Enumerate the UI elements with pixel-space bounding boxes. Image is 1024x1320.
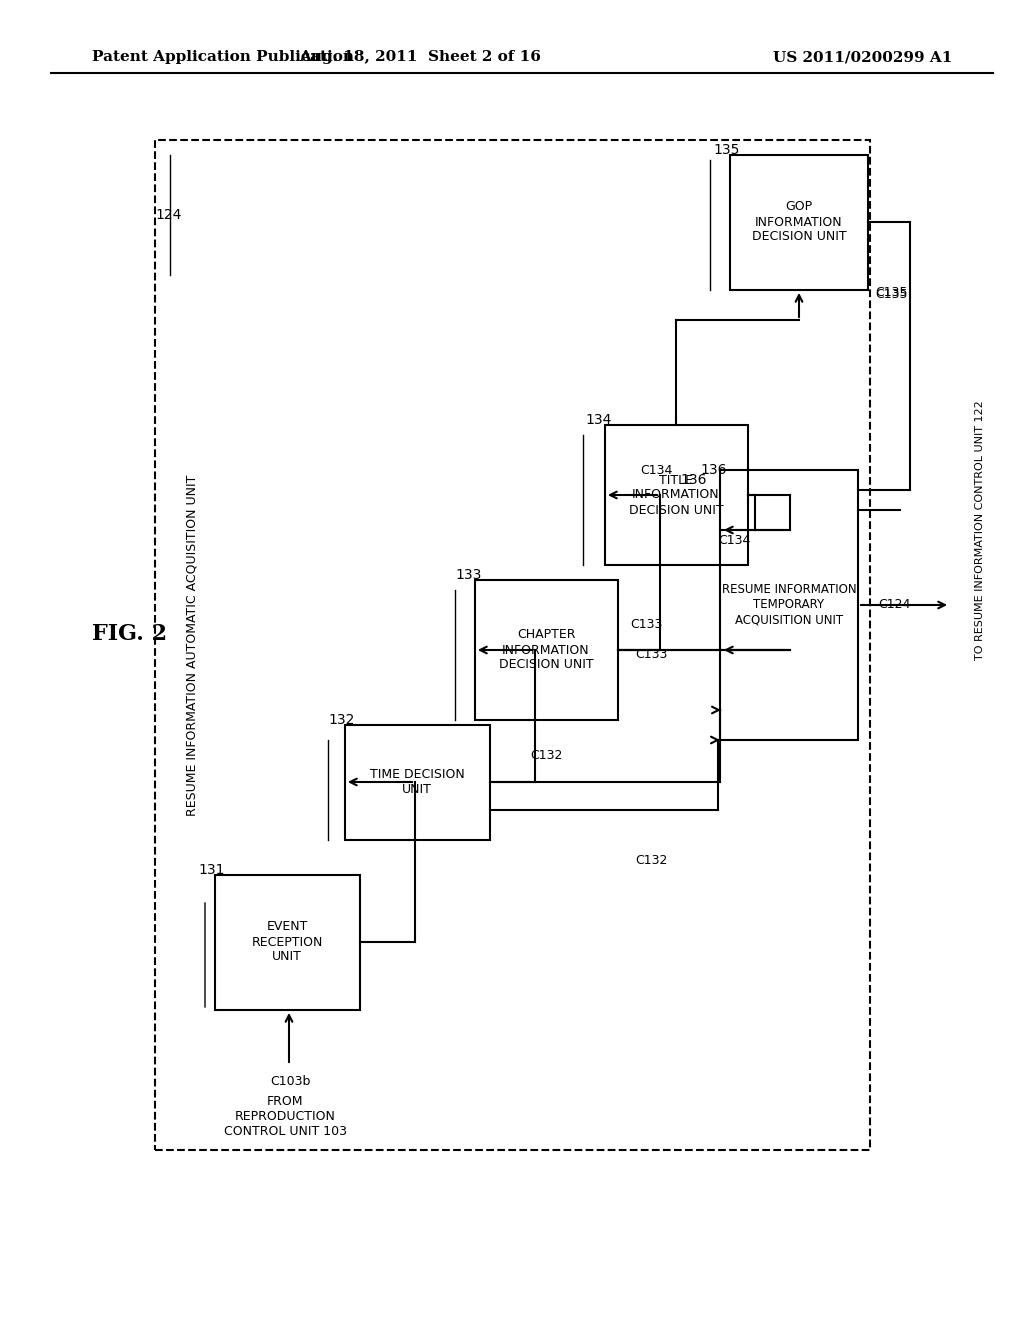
Text: C135: C135 <box>874 285 907 298</box>
Text: C133: C133 <box>630 619 663 631</box>
Text: GOP
INFORMATION
DECISION UNIT: GOP INFORMATION DECISION UNIT <box>752 201 846 243</box>
Text: FIG. 2: FIG. 2 <box>92 623 167 644</box>
Text: 134: 134 <box>585 413 611 426</box>
Text: RESUME INFORMATION
TEMPORARY
ACQUISITION UNIT: RESUME INFORMATION TEMPORARY ACQUISITION… <box>722 583 856 627</box>
Text: C134: C134 <box>640 463 673 477</box>
Text: 135: 135 <box>713 143 739 157</box>
Text: 136: 136 <box>700 463 726 477</box>
Text: 133: 133 <box>455 568 481 582</box>
Text: C134: C134 <box>718 533 751 546</box>
Text: C133: C133 <box>635 648 668 661</box>
Text: Patent Application Publication: Patent Application Publication <box>92 50 354 65</box>
Text: C135: C135 <box>874 289 907 301</box>
Text: Aug. 18, 2011  Sheet 2 of 16: Aug. 18, 2011 Sheet 2 of 16 <box>299 50 541 65</box>
Text: C132: C132 <box>530 748 562 762</box>
Text: C103b: C103b <box>269 1074 310 1088</box>
Text: RESUME INFORMATION AUTOMATIC ACQUISITION UNIT: RESUME INFORMATION AUTOMATIC ACQUISITION… <box>185 474 199 816</box>
Text: TIME DECISION
UNIT: TIME DECISION UNIT <box>370 768 464 796</box>
Text: CHAPTER
INFORMATION
DECISION UNIT: CHAPTER INFORMATION DECISION UNIT <box>499 628 593 672</box>
Text: 124: 124 <box>155 209 181 222</box>
Text: C124: C124 <box>878 598 910 611</box>
Text: US 2011/0200299 A1: US 2011/0200299 A1 <box>773 50 952 65</box>
Text: 132: 132 <box>328 713 354 727</box>
Text: C132: C132 <box>635 854 668 866</box>
Text: TITLE
INFORMATION
DECISION UNIT: TITLE INFORMATION DECISION UNIT <box>629 474 723 516</box>
Text: 131: 131 <box>198 863 224 876</box>
Text: TO RESUME INFORMATION CONTROL UNIT 122: TO RESUME INFORMATION CONTROL UNIT 122 <box>975 400 985 660</box>
Text: FROM
REPRODUCTION
CONTROL UNIT 103: FROM REPRODUCTION CONTROL UNIT 103 <box>223 1096 346 1138</box>
Text: 136: 136 <box>680 473 707 487</box>
Text: EVENT
RECEPTION
UNIT: EVENT RECEPTION UNIT <box>251 920 323 964</box>
